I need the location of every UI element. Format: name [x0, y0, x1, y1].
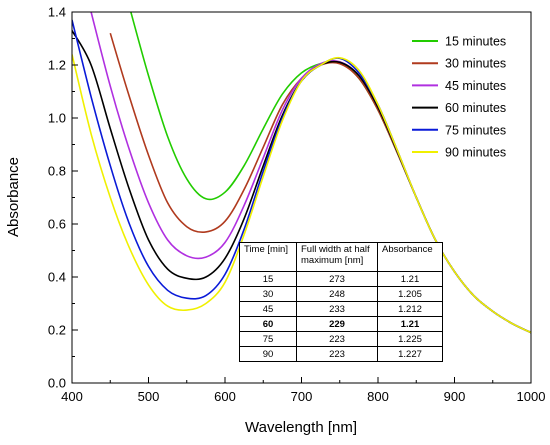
x-tick-label: 1000 — [517, 389, 546, 404]
table-cell: 30 — [239, 286, 297, 302]
table-cell: 223 — [296, 346, 378, 362]
table-cell: 248 — [296, 286, 378, 302]
table-cell: 1.21 — [377, 316, 443, 332]
y-tick-label: 0.0 — [48, 376, 66, 391]
table-cell: 223 — [296, 331, 378, 347]
legend-entry: 45 minutes — [445, 79, 506, 93]
x-tick-label: 800 — [367, 389, 389, 404]
table-cell: 75 — [239, 331, 297, 347]
table-cell: 60 — [239, 316, 297, 332]
fwhm-table: Time [min] Full width at half maximum [n… — [239, 242, 443, 362]
table-header-fwhm: Full width at half maximum [nm] — [296, 242, 378, 272]
y-tick-label: 0.2 — [48, 323, 66, 338]
legend: 15 minutes 30 minutes 45 minutes 60 minutes… — [412, 35, 506, 160]
table-cell: 1.227 — [377, 346, 443, 362]
table-cell: 1.212 — [377, 301, 443, 317]
table-header-row: Time [min] Full width at half maximum [n… — [239, 242, 443, 272]
table-cell: 1.205 — [377, 286, 443, 302]
y-tick-label: 0.6 — [48, 217, 66, 232]
x-tick-label: 400 — [61, 389, 83, 404]
series-line-6 — [72, 54, 531, 334]
x-tick-label: 500 — [138, 389, 160, 404]
table-row: 60 229 1.21 — [239, 316, 443, 332]
x-axis-label: Wavelength [nm] — [245, 419, 357, 436]
legend-entry: 90 minutes — [445, 146, 506, 160]
table-row: 15 273 1.21 — [239, 271, 443, 287]
y-tick-label: 0.8 — [48, 164, 66, 179]
table-body: 15 273 1.21 30 248 1.205 45 233 1.212 60 229 1.21 75… — [239, 271, 443, 362]
y-tick-label: 1.4 — [48, 5, 66, 20]
y-tick-label: 0.4 — [48, 270, 66, 285]
legend-entry: 15 minutes — [445, 35, 506, 49]
table-cell: 15 — [239, 271, 297, 287]
table-row: 90 223 1.227 — [239, 346, 443, 362]
series-layer — [72, 12, 531, 334]
x-tick-label: 700 — [291, 389, 313, 404]
ticks-layer: 400 500 600 700 800 900 1000 0.0 0.2 0.4 0.6 0.8 1.0… — [48, 5, 546, 405]
table-header-time: Time [min] — [239, 242, 297, 272]
x-tick-label: 600 — [214, 389, 236, 404]
table-header-absorbance: Absorbance — [377, 242, 443, 272]
legend-entry: 75 minutes — [445, 123, 506, 137]
y-axis-label: Absorbance — [5, 157, 22, 237]
y-tick-label: 1.2 — [48, 58, 66, 73]
table-cell: 1.21 — [377, 271, 443, 287]
table-row: 45 233 1.212 — [239, 301, 443, 317]
legend-entry: 30 minutes — [445, 57, 506, 71]
table-row: 30 248 1.205 — [239, 286, 443, 302]
table-cell: 273 — [296, 271, 378, 287]
table-cell: 45 — [239, 301, 297, 317]
table-cell: 233 — [296, 301, 378, 317]
table-cell: 1.225 — [377, 331, 443, 347]
table-row: 75 223 1.225 — [239, 331, 443, 347]
table-cell: 229 — [296, 316, 378, 332]
legend-entry: 60 minutes — [445, 101, 506, 115]
y-tick-label: 1.0 — [48, 111, 66, 126]
table-cell: 90 — [239, 346, 297, 362]
x-tick-label: 900 — [444, 389, 466, 404]
